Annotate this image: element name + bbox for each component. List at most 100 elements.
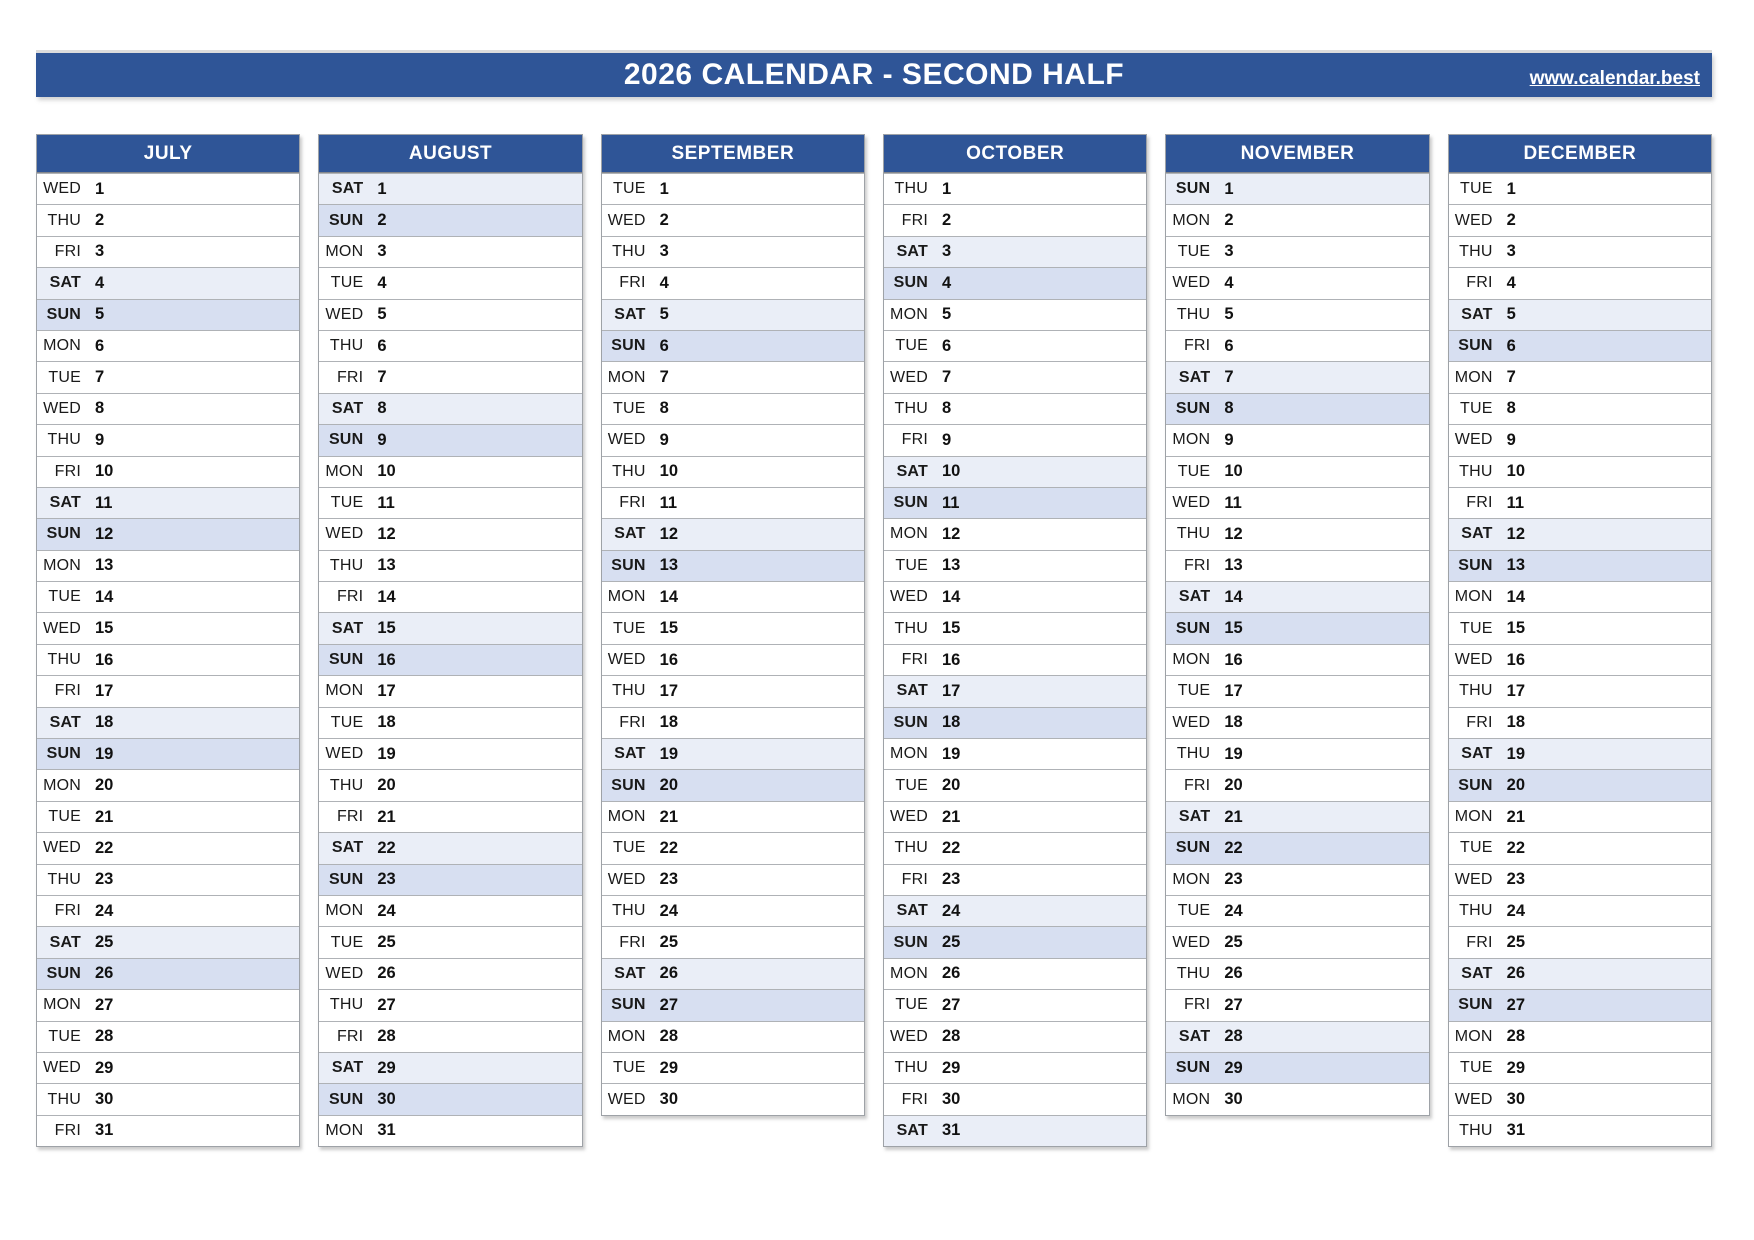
day-name: THU	[1176, 525, 1211, 543]
day-name: MON	[1172, 1090, 1211, 1108]
day-number: 3	[1224, 242, 1234, 261]
day-row: MON 30	[1166, 1083, 1429, 1115]
day-row: TUE 1	[601, 173, 864, 205]
day-row: SAT 26	[601, 957, 864, 990]
day-name: WED	[1454, 870, 1493, 888]
day-number: 15	[1224, 619, 1243, 638]
day-row: MON 6	[37, 329, 300, 362]
day-name: SUN	[1458, 776, 1493, 794]
day-name: SUN	[46, 305, 81, 323]
day-row: MON 3	[319, 235, 582, 268]
day-number: 3	[659, 242, 669, 261]
day-name: MON	[890, 525, 928, 543]
day-number: 9	[1506, 430, 1516, 449]
day-number: 30	[659, 1090, 679, 1109]
day-number: 24	[95, 901, 114, 920]
day-row: THU 22	[883, 832, 1147, 864]
day-row: WED 22	[37, 832, 300, 864]
day-name: THU	[329, 337, 364, 355]
day-name: FRI	[54, 242, 81, 260]
day-row: SAT 25	[37, 926, 300, 958]
day-row: WED 25	[1166, 926, 1429, 958]
day-number: 27	[659, 995, 679, 1014]
day-name: MON	[325, 1121, 364, 1139]
day-name: SUN	[46, 964, 81, 982]
day-name: WED	[890, 368, 928, 386]
title-bar: 2026 CALENDAR - SECOND HALF www.calendar…	[36, 53, 1712, 97]
day-row: THU 31	[1448, 1114, 1711, 1147]
day-name: SAT	[1178, 368, 1211, 386]
day-number: 16	[95, 650, 114, 669]
day-number: 10	[1224, 462, 1243, 481]
day-number: 5	[1506, 305, 1516, 324]
day-name: TUE	[1460, 619, 1493, 637]
day-number: 1	[1506, 179, 1516, 198]
day-name: SAT	[614, 525, 646, 543]
day-row: FRI 20	[1166, 769, 1429, 801]
day-number: 30	[377, 1090, 396, 1109]
day-name: SUN	[1458, 556, 1493, 574]
day-name: MON	[325, 462, 364, 480]
day-number: 23	[1506, 870, 1525, 889]
day-row: SUN 6	[1448, 329, 1711, 362]
day-name: FRI	[1183, 996, 1211, 1014]
day-row: SUN 27	[601, 989, 864, 1021]
day-number: 21	[1506, 807, 1525, 826]
day-name: TUE	[895, 996, 928, 1014]
day-number: 4	[1506, 273, 1516, 292]
day-row: SAT 19	[1448, 738, 1711, 770]
day-name: WED	[325, 305, 364, 323]
day-number: 17	[941, 681, 961, 700]
day-name: TUE	[1177, 902, 1211, 920]
day-row: TUE 24	[1166, 894, 1429, 927]
day-name: SAT	[896, 462, 928, 480]
day-row: FRI 18	[601, 706, 864, 739]
day-row: FRI 10	[37, 455, 300, 487]
day-row: SUN 12	[37, 518, 300, 550]
day-number: 11	[941, 493, 960, 512]
day-row: TUE 3	[1166, 235, 1429, 268]
day-name: WED	[43, 619, 81, 637]
day-row: MON 10	[319, 455, 582, 487]
day-name: MON	[607, 808, 646, 825]
day-name: WED	[1454, 211, 1493, 229]
day-row: SUN 13	[601, 549, 864, 582]
day-name: THU	[894, 619, 928, 637]
day-row: THU 2	[37, 204, 300, 236]
day-number: 6	[377, 336, 387, 355]
day-row: WED 7	[883, 361, 1147, 393]
day-row: TUE 22	[1448, 832, 1711, 864]
day-row: THU 8	[883, 392, 1147, 425]
day-number: 12	[1224, 524, 1243, 543]
day-number: 28	[95, 1027, 114, 1046]
day-name: TUE	[330, 274, 364, 292]
day-name: SAT	[1461, 964, 1493, 982]
month-header: OCTOBER	[883, 135, 1147, 173]
day-name: MON	[1454, 368, 1493, 386]
day-name: SAT	[1178, 1027, 1211, 1045]
day-number: 5	[659, 305, 669, 324]
day-name: FRI	[336, 808, 364, 825]
day-number: 14	[941, 587, 961, 606]
day-number: 2	[659, 211, 669, 230]
day-name: THU	[1176, 964, 1211, 982]
day-row: FRI 16	[883, 643, 1147, 676]
day-number: 4	[941, 273, 952, 292]
day-name: WED	[325, 525, 364, 543]
day-row: THU 6	[319, 329, 582, 362]
day-number: 4	[377, 273, 387, 292]
day-name: SUN	[611, 776, 646, 794]
website-link[interactable]: www.calendar.best	[1529, 68, 1700, 89]
day-name: TUE	[895, 776, 928, 794]
day-number: 26	[377, 964, 396, 983]
day-name: THU	[1459, 902, 1493, 920]
day-name: MON	[1172, 870, 1211, 888]
day-name: TUE	[613, 839, 646, 857]
day-row: THU 3	[601, 235, 864, 268]
day-number: 22	[659, 838, 679, 857]
day-name: SUN	[611, 996, 646, 1014]
day-name: WED	[43, 1059, 81, 1077]
day-row: MON 31	[319, 1114, 582, 1147]
day-number: 23	[1224, 870, 1243, 889]
day-name: SAT	[1461, 745, 1493, 763]
